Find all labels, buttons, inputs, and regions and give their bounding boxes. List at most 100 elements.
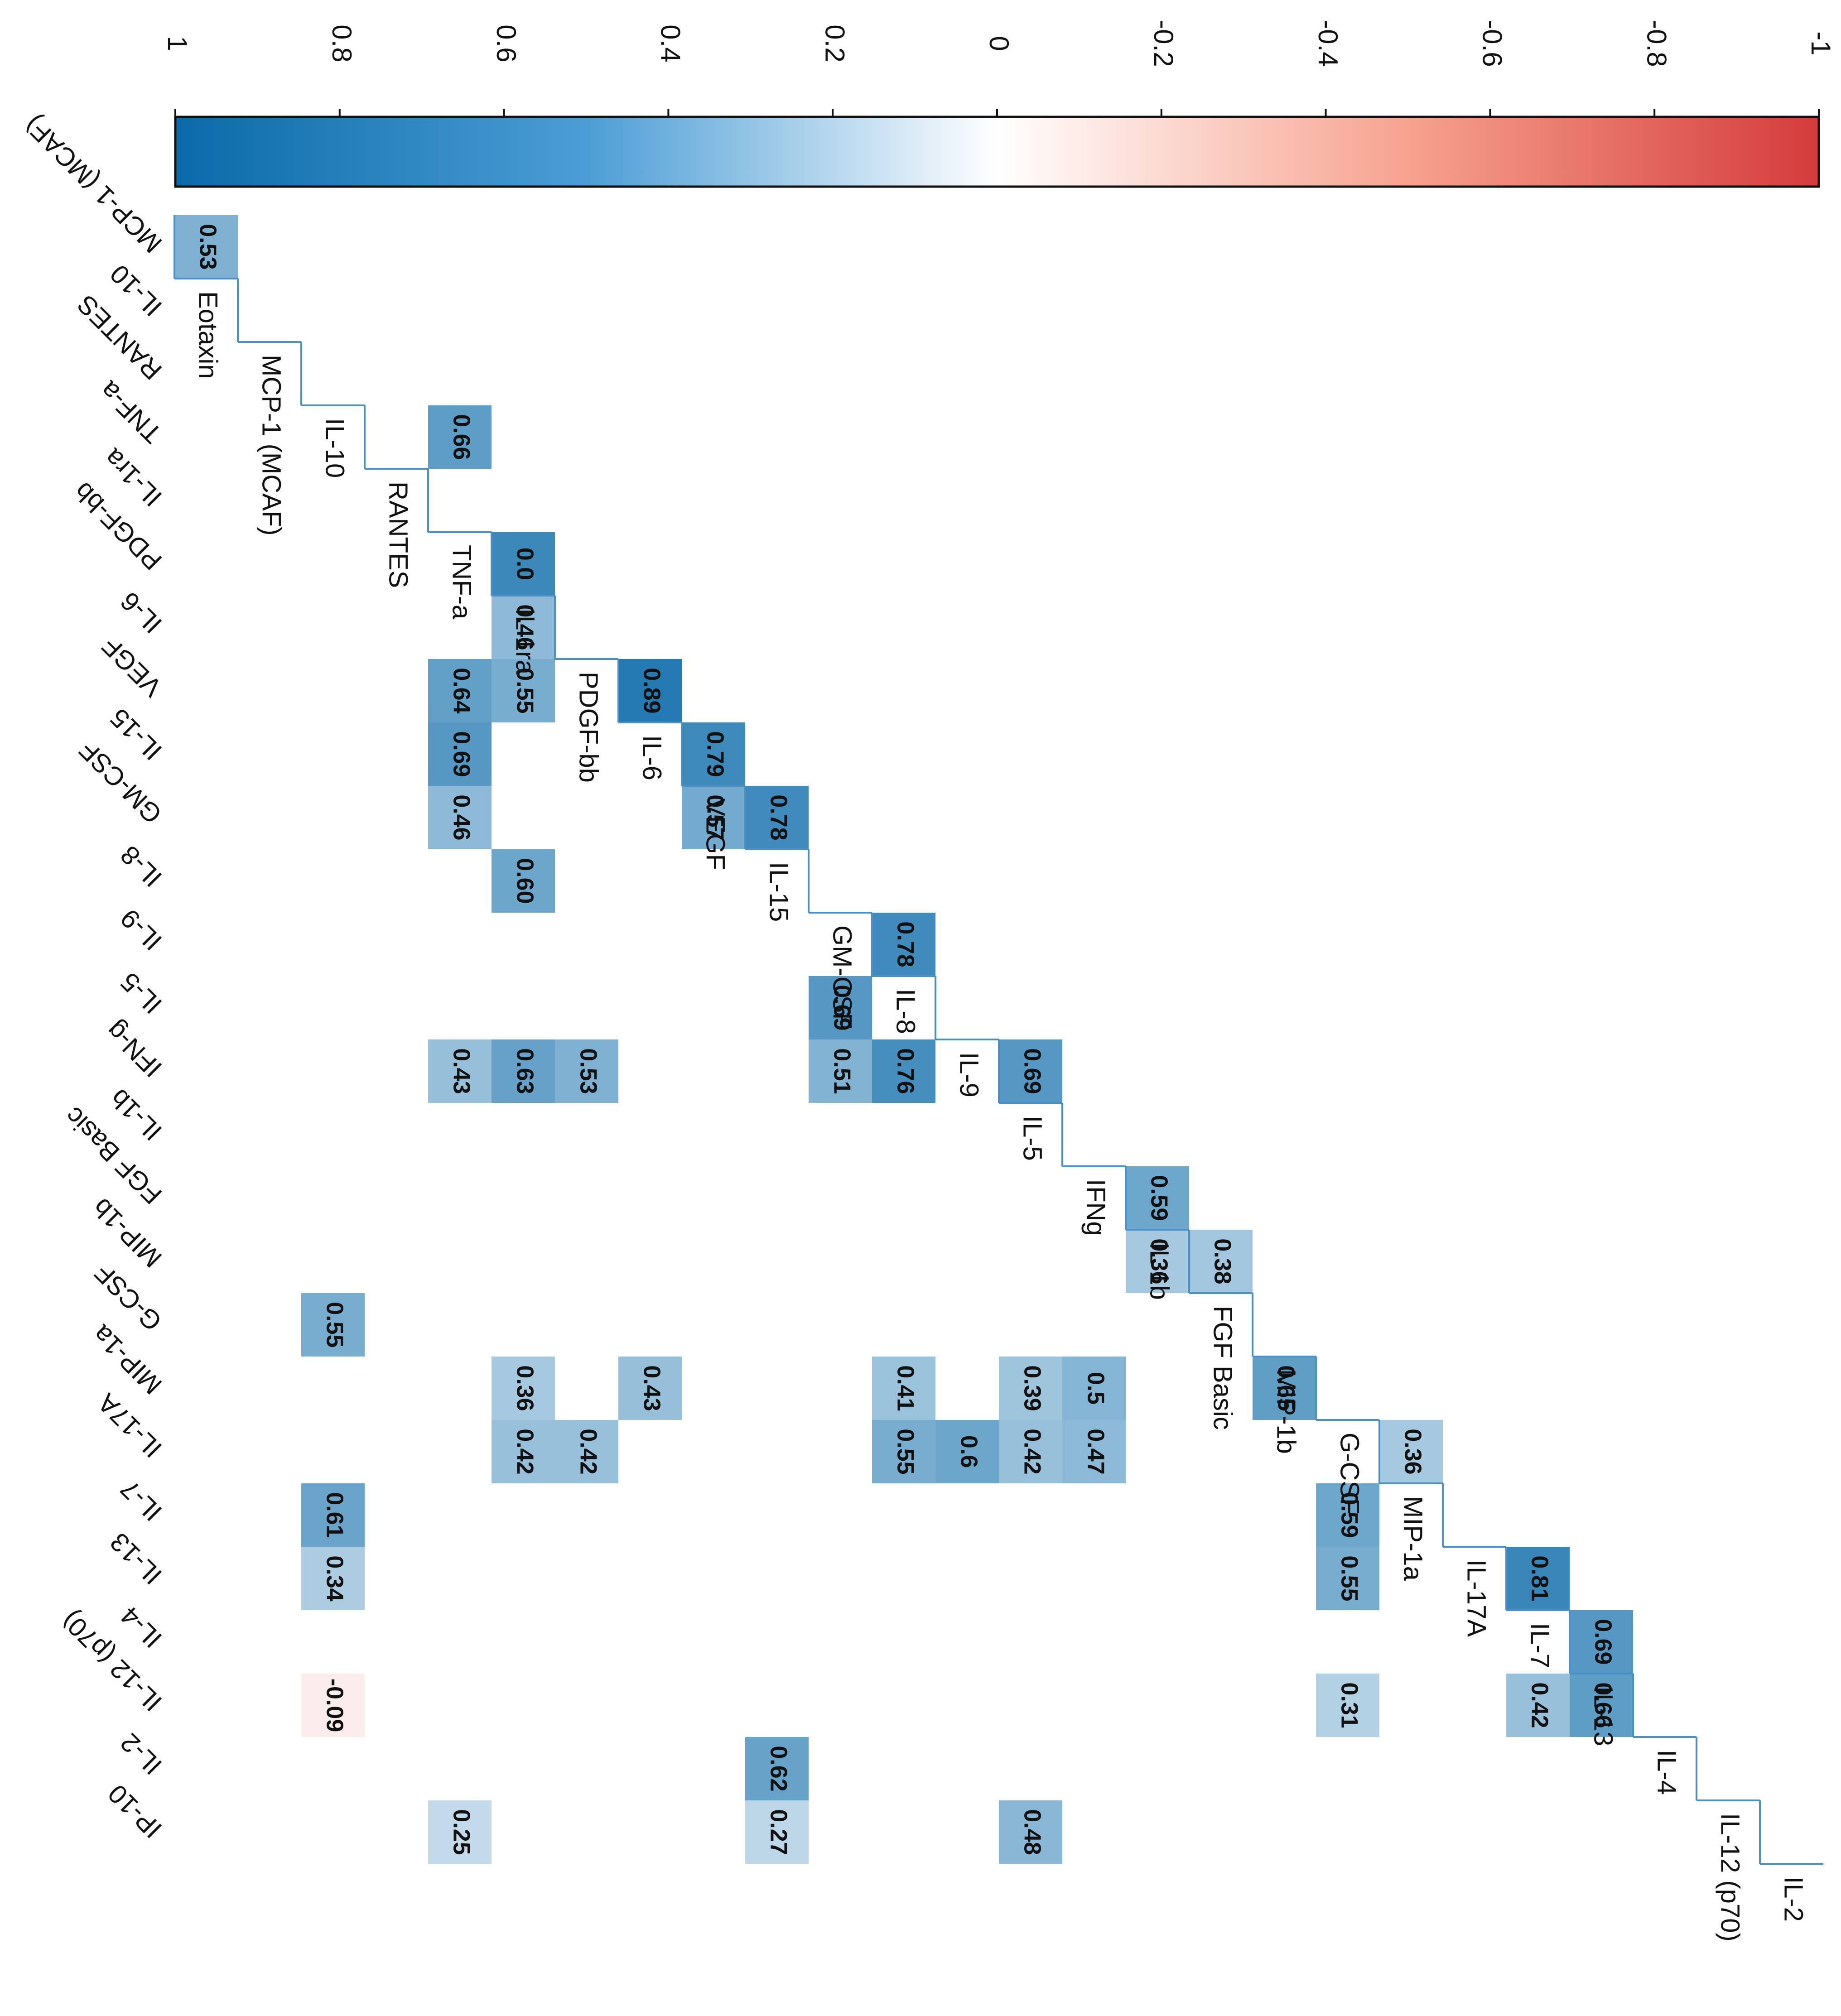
heatmap-cell <box>1316 1547 1379 1610</box>
colorbar-tick-label: 0 <box>984 36 1014 51</box>
heatmap-cell <box>1126 1166 1189 1230</box>
row-labels: MCP-1 (MCAF)IL-10RANTESTNF-aIL-1raPDGF-b… <box>19 110 168 1843</box>
heatmap-cell <box>1506 1547 1570 1610</box>
heatmap-cell <box>1062 1420 1126 1483</box>
cell-value-label: 0.42 <box>511 1429 538 1474</box>
heatmap-cell <box>1379 1420 1443 1483</box>
heatmap-cell <box>745 1800 809 1864</box>
column-label: IL-17A <box>1462 1559 1491 1637</box>
cell-value-label: 0.57 <box>702 794 728 840</box>
column-label: TNF-a <box>447 545 477 620</box>
cell-value-label: 0.53 <box>194 224 221 269</box>
heatmap-cell <box>428 659 492 722</box>
column-label: MIP-1b <box>1272 1369 1301 1454</box>
column-label: IL-5 <box>1018 1116 1047 1161</box>
heatmap-cell <box>1189 1230 1253 1293</box>
cell-value-label: 0.69 <box>1590 1619 1616 1665</box>
column-label: IL-2 <box>1779 1876 1808 1922</box>
heatmap-cell <box>872 913 935 976</box>
colorbar-tick-label: -0.2 <box>1148 20 1179 67</box>
row-label: IL-13 <box>105 1527 168 1590</box>
cell-value-labels: 0.53 0.66 0.0 0.46 0.55 0.64 0.89 0.69 0.79 0.46 0… <box>194 224 1616 1855</box>
cell-value-label: 0.46 <box>448 794 474 840</box>
heatmap-cell <box>428 786 492 849</box>
cell-value-label: 0.59 <box>1146 1175 1172 1221</box>
heatmap-cell <box>492 596 555 659</box>
heatmap-cells <box>174 215 1633 1864</box>
heatmap-cell <box>872 1039 935 1103</box>
heatmap-cell <box>682 786 745 849</box>
cell-value-label: 0.43 <box>448 1048 474 1094</box>
cell-value-label: 0.47 <box>1082 1429 1108 1474</box>
row-label: IFN-g <box>101 1015 168 1083</box>
row-label: VEGF <box>96 631 168 702</box>
heatmap-cell <box>618 659 682 722</box>
cell-value-label: 0.46 <box>511 604 538 650</box>
colorbar: 1 0.8 0.6 0.4 0.2 0 -0.2 -0.4 -0.6 -0.8 -1 <box>162 20 1836 188</box>
column-label: RANTES <box>384 481 413 588</box>
cell-value-label: 0.55 <box>892 1429 918 1474</box>
cell-value-label: 0.55 <box>511 668 538 713</box>
cell-value-label: 0.89 <box>638 668 665 713</box>
cell-value-label: 0.59 <box>1336 1492 1362 1538</box>
column-label: IL-7 <box>1525 1623 1555 1668</box>
cell-value-label: 0.51 <box>829 1048 855 1094</box>
cell-value-label: 0.78 <box>892 921 918 967</box>
heatmap-cell <box>428 722 492 786</box>
heatmap-cell <box>492 659 555 722</box>
cell-value-label: 0.63 <box>511 1048 538 1094</box>
cell-value-label: 0.25 <box>448 1809 474 1855</box>
heatmap-cell <box>935 1420 999 1483</box>
heatmap-cell <box>809 976 872 1039</box>
heatmap-cell <box>301 1674 365 1737</box>
cell-value-label: 0.48 <box>1019 1809 1045 1855</box>
cell-value-label: -0.09 <box>321 1679 347 1732</box>
column-label: Eotaxin <box>193 291 223 379</box>
row-label: IL-7 <box>115 1474 168 1527</box>
column-label: IL-13 <box>1589 1686 1618 1746</box>
row-label: IL-9 <box>115 903 168 956</box>
column-labels: Eotaxin MCP-1 (MCAF) IL-10 RANTES TNF-a IL 1r… <box>193 291 1808 1942</box>
heatmap-cell <box>1062 1357 1126 1420</box>
cell-value-label: 0.42 <box>1526 1682 1552 1728</box>
cell-value-label: 0.65 <box>1272 1365 1299 1411</box>
row-label: IL-2 <box>115 1727 168 1780</box>
heatmap-cell <box>1570 1674 1633 1737</box>
colorbar-tick-label: 1 <box>162 36 193 51</box>
colorbar-tick-label: 0.6 <box>491 24 521 62</box>
row-label: TNF-a <box>94 375 168 449</box>
cell-value-label: 0.66 <box>448 414 474 460</box>
colorbar-tick-label: 0.2 <box>819 24 850 62</box>
cell-value-label: 0.42 <box>1019 1429 1045 1474</box>
column-label: MIP-1a <box>1398 1496 1428 1581</box>
colorbar-tick-label: 0.8 <box>327 24 357 62</box>
cell-value-label: 0.39 <box>1019 1365 1045 1411</box>
cell-value-label: 0.5 <box>1082 1372 1108 1405</box>
heatmap-cell <box>618 1357 682 1420</box>
heatmap-cell <box>1253 1357 1316 1420</box>
heatmap-cell <box>1316 1483 1379 1547</box>
cell-value-label: 0.79 <box>702 731 728 777</box>
column-label: IL-10 <box>320 418 350 478</box>
colorbar-tick-labels: 1 0.8 0.6 0.4 0.2 0 -0.2 -0.4 -0.6 -0.8 -1 <box>162 20 1836 67</box>
heatmap-cell <box>1506 1674 1570 1737</box>
column-label: IL-15 <box>764 862 794 922</box>
cell-value-label: 0.55 <box>321 1302 347 1347</box>
heatmap-cell <box>174 215 238 279</box>
column-label: FGF Basic <box>1208 1306 1238 1430</box>
cell-value-label: 0.78 <box>765 794 791 840</box>
column-label: G-CSF <box>1335 1433 1364 1514</box>
diagonal-boundary-lines <box>173 215 1823 1865</box>
row-label: IP-10 <box>102 1779 168 1844</box>
row-label: IL-5 <box>115 967 168 1020</box>
heatmap-cell <box>492 1357 555 1420</box>
cell-value-label: 0.66 <box>1590 1682 1616 1728</box>
colorbar-tick-label: -0.8 <box>1641 20 1672 67</box>
cell-value-label: 0.43 <box>638 1365 665 1411</box>
heatmap-cell <box>999 1420 1062 1483</box>
heatmap-cell <box>745 1737 809 1800</box>
heatmap-cell <box>999 1800 1062 1864</box>
heatmap-cell <box>428 1800 492 1864</box>
row-label: MCP-1 (MCAF) <box>19 110 168 258</box>
